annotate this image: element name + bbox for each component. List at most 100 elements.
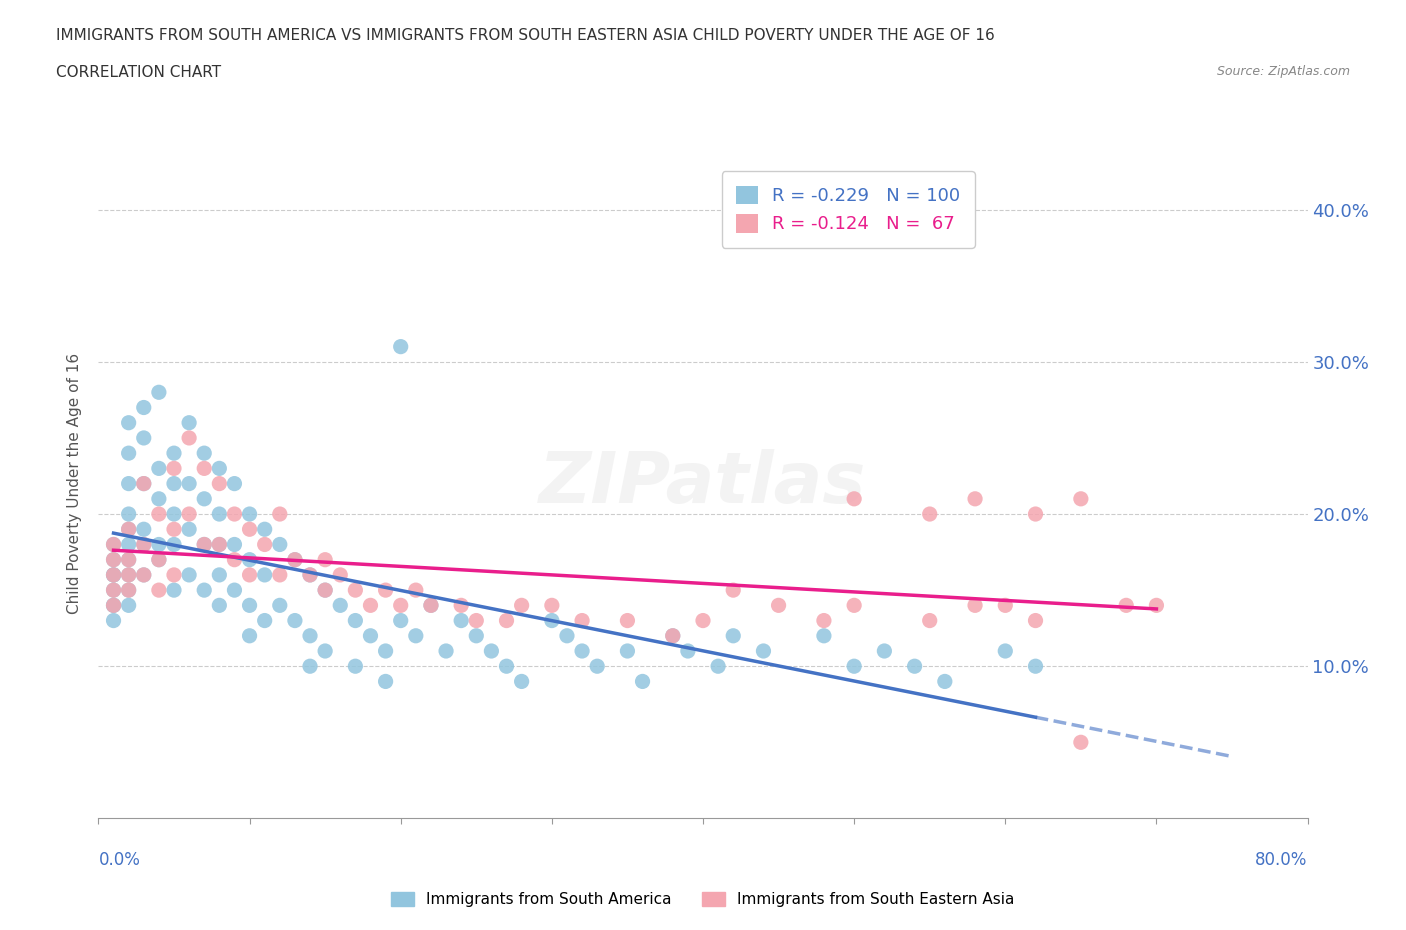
Point	[118, 552, 141, 567]
Point	[374, 583, 396, 598]
Point	[344, 658, 367, 673]
Point	[239, 629, 262, 644]
Point	[118, 522, 141, 537]
Point	[360, 598, 382, 613]
Point	[193, 537, 215, 551]
Point	[103, 583, 125, 598]
Point	[918, 613, 941, 628]
Point	[1144, 598, 1167, 613]
Point	[132, 567, 155, 582]
Point	[465, 629, 488, 644]
Point	[329, 567, 352, 582]
Point	[616, 613, 638, 628]
Point	[965, 491, 987, 506]
Point	[193, 537, 215, 551]
Point	[224, 552, 246, 567]
Point	[768, 598, 790, 613]
Point	[103, 552, 125, 567]
Point	[571, 613, 593, 628]
Point	[118, 583, 141, 598]
Point	[239, 567, 262, 582]
Point	[208, 476, 231, 491]
Point	[555, 629, 578, 644]
Point	[132, 567, 155, 582]
Point	[224, 507, 246, 522]
Point	[269, 567, 291, 582]
Point	[253, 567, 276, 582]
Point	[208, 598, 231, 613]
Point	[193, 491, 215, 506]
Point	[434, 644, 457, 658]
Point	[405, 629, 427, 644]
Point	[163, 567, 186, 582]
Point	[103, 598, 125, 613]
Point	[239, 598, 262, 613]
Point	[450, 598, 472, 613]
Point	[132, 431, 155, 445]
Point	[540, 613, 562, 628]
Point	[813, 613, 835, 628]
Point	[208, 567, 231, 582]
Point	[224, 476, 246, 491]
Point	[103, 537, 125, 551]
Point	[662, 629, 685, 644]
Point	[193, 461, 215, 476]
Point	[965, 598, 987, 613]
Point	[1024, 507, 1046, 522]
Point	[314, 583, 336, 598]
Point	[284, 552, 307, 567]
Point	[904, 658, 927, 673]
Point	[163, 507, 186, 522]
Point	[586, 658, 609, 673]
Point	[148, 537, 170, 551]
Point	[179, 567, 201, 582]
Point	[179, 416, 201, 431]
Point	[269, 537, 291, 551]
Point	[405, 583, 427, 598]
Point	[118, 552, 141, 567]
Point	[269, 507, 291, 522]
Point	[481, 644, 503, 658]
Point	[179, 522, 201, 537]
Point	[314, 644, 336, 658]
Point	[495, 658, 517, 673]
Point	[103, 613, 125, 628]
Point	[103, 583, 125, 598]
Point	[118, 583, 141, 598]
Legend: R = -0.229   N = 100, R = -0.124   N =  67: R = -0.229 N = 100, R = -0.124 N = 67	[721, 171, 974, 247]
Point	[450, 613, 472, 628]
Point	[676, 644, 699, 658]
Point	[918, 507, 941, 522]
Point	[844, 658, 866, 673]
Point	[465, 613, 488, 628]
Point	[132, 537, 155, 551]
Point	[224, 537, 246, 551]
Point	[510, 598, 533, 613]
Point	[239, 552, 262, 567]
Point	[389, 598, 412, 613]
Point	[132, 400, 155, 415]
Point	[103, 567, 125, 582]
Point	[1070, 735, 1092, 750]
Point	[118, 476, 141, 491]
Point	[103, 598, 125, 613]
Point	[179, 431, 201, 445]
Point	[118, 598, 141, 613]
Point	[253, 613, 276, 628]
Point	[269, 598, 291, 613]
Text: 0.0%: 0.0%	[98, 851, 141, 869]
Point	[631, 674, 654, 689]
Point	[299, 567, 322, 582]
Point	[208, 507, 231, 522]
Point	[540, 598, 562, 613]
Point	[179, 476, 201, 491]
Point	[844, 491, 866, 506]
Point	[132, 537, 155, 551]
Point	[253, 537, 276, 551]
Point	[163, 461, 186, 476]
Point	[163, 445, 186, 460]
Point	[103, 598, 125, 613]
Point	[132, 476, 155, 491]
Point	[208, 537, 231, 551]
Point	[208, 537, 231, 551]
